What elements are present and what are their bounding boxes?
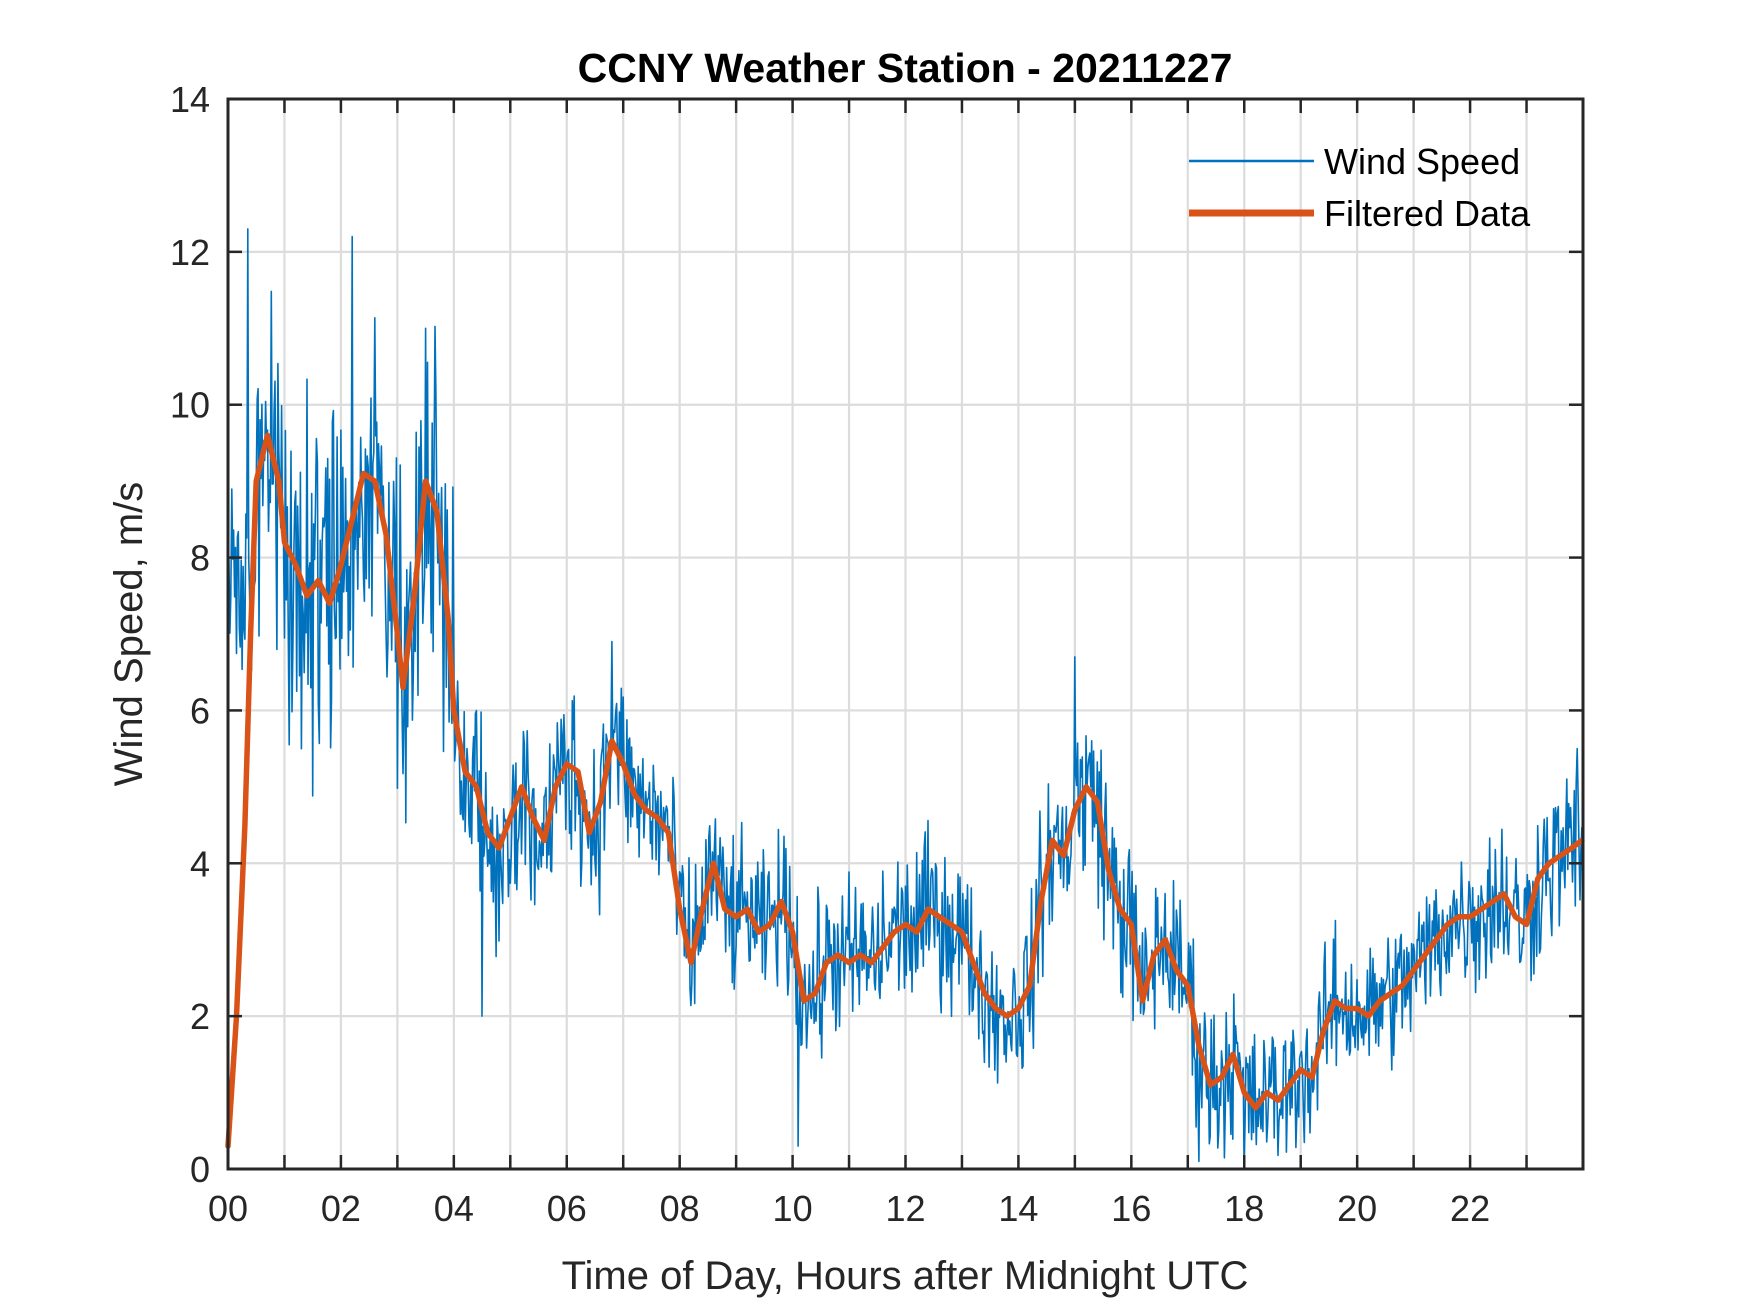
x-tick-label: 16 — [1111, 1188, 1151, 1229]
y-tick-label: 8 — [190, 538, 210, 579]
x-tick-label: 18 — [1224, 1188, 1264, 1229]
legend: Wind Speed Filtered Data — [1189, 141, 1531, 234]
y-tick-label: 6 — [190, 690, 210, 731]
x-tick-label: 04 — [434, 1188, 474, 1229]
chart-title: CCNY Weather Station - 20211227 — [578, 45, 1233, 91]
legend-label-filtered-data: Filtered Data — [1324, 193, 1531, 234]
y-tick-labels: 0 2 4 6 8 10 12 14 — [170, 79, 210, 1190]
x-tick-label: 08 — [660, 1188, 700, 1229]
legend-label-wind-speed: Wind Speed — [1324, 141, 1520, 182]
x-tick-label: 12 — [885, 1188, 925, 1229]
x-axis-label: Time of Day, Hours after Midnight UTC — [562, 1254, 1249, 1298]
y-tick-label: 10 — [170, 385, 210, 426]
axes-box — [226, 97, 1585, 1171]
y-tick-label: 12 — [170, 232, 210, 273]
x-tick-label: 10 — [773, 1188, 813, 1229]
y-axis-label: Wind Speed, m/s — [107, 482, 151, 787]
filtered-data-line — [225, 432, 1585, 1149]
x-tick-label: 20 — [1337, 1188, 1377, 1229]
x-tick-label: 14 — [998, 1188, 1038, 1229]
series-filtered-data — [225, 432, 1585, 1149]
y-tick-label: 4 — [190, 843, 210, 884]
x-tick-label: 00 — [208, 1188, 248, 1229]
y-tick-label: 2 — [190, 996, 210, 1037]
y-tick-label: 0 — [190, 1149, 210, 1190]
x-tick-labels: 00 02 04 06 08 10 12 14 16 18 20 22 — [208, 1188, 1490, 1229]
x-tick-label: 06 — [547, 1188, 587, 1229]
y-tick-label: 14 — [170, 79, 210, 120]
x-tick-label: 22 — [1450, 1188, 1490, 1229]
x-tick-label: 02 — [321, 1188, 361, 1229]
